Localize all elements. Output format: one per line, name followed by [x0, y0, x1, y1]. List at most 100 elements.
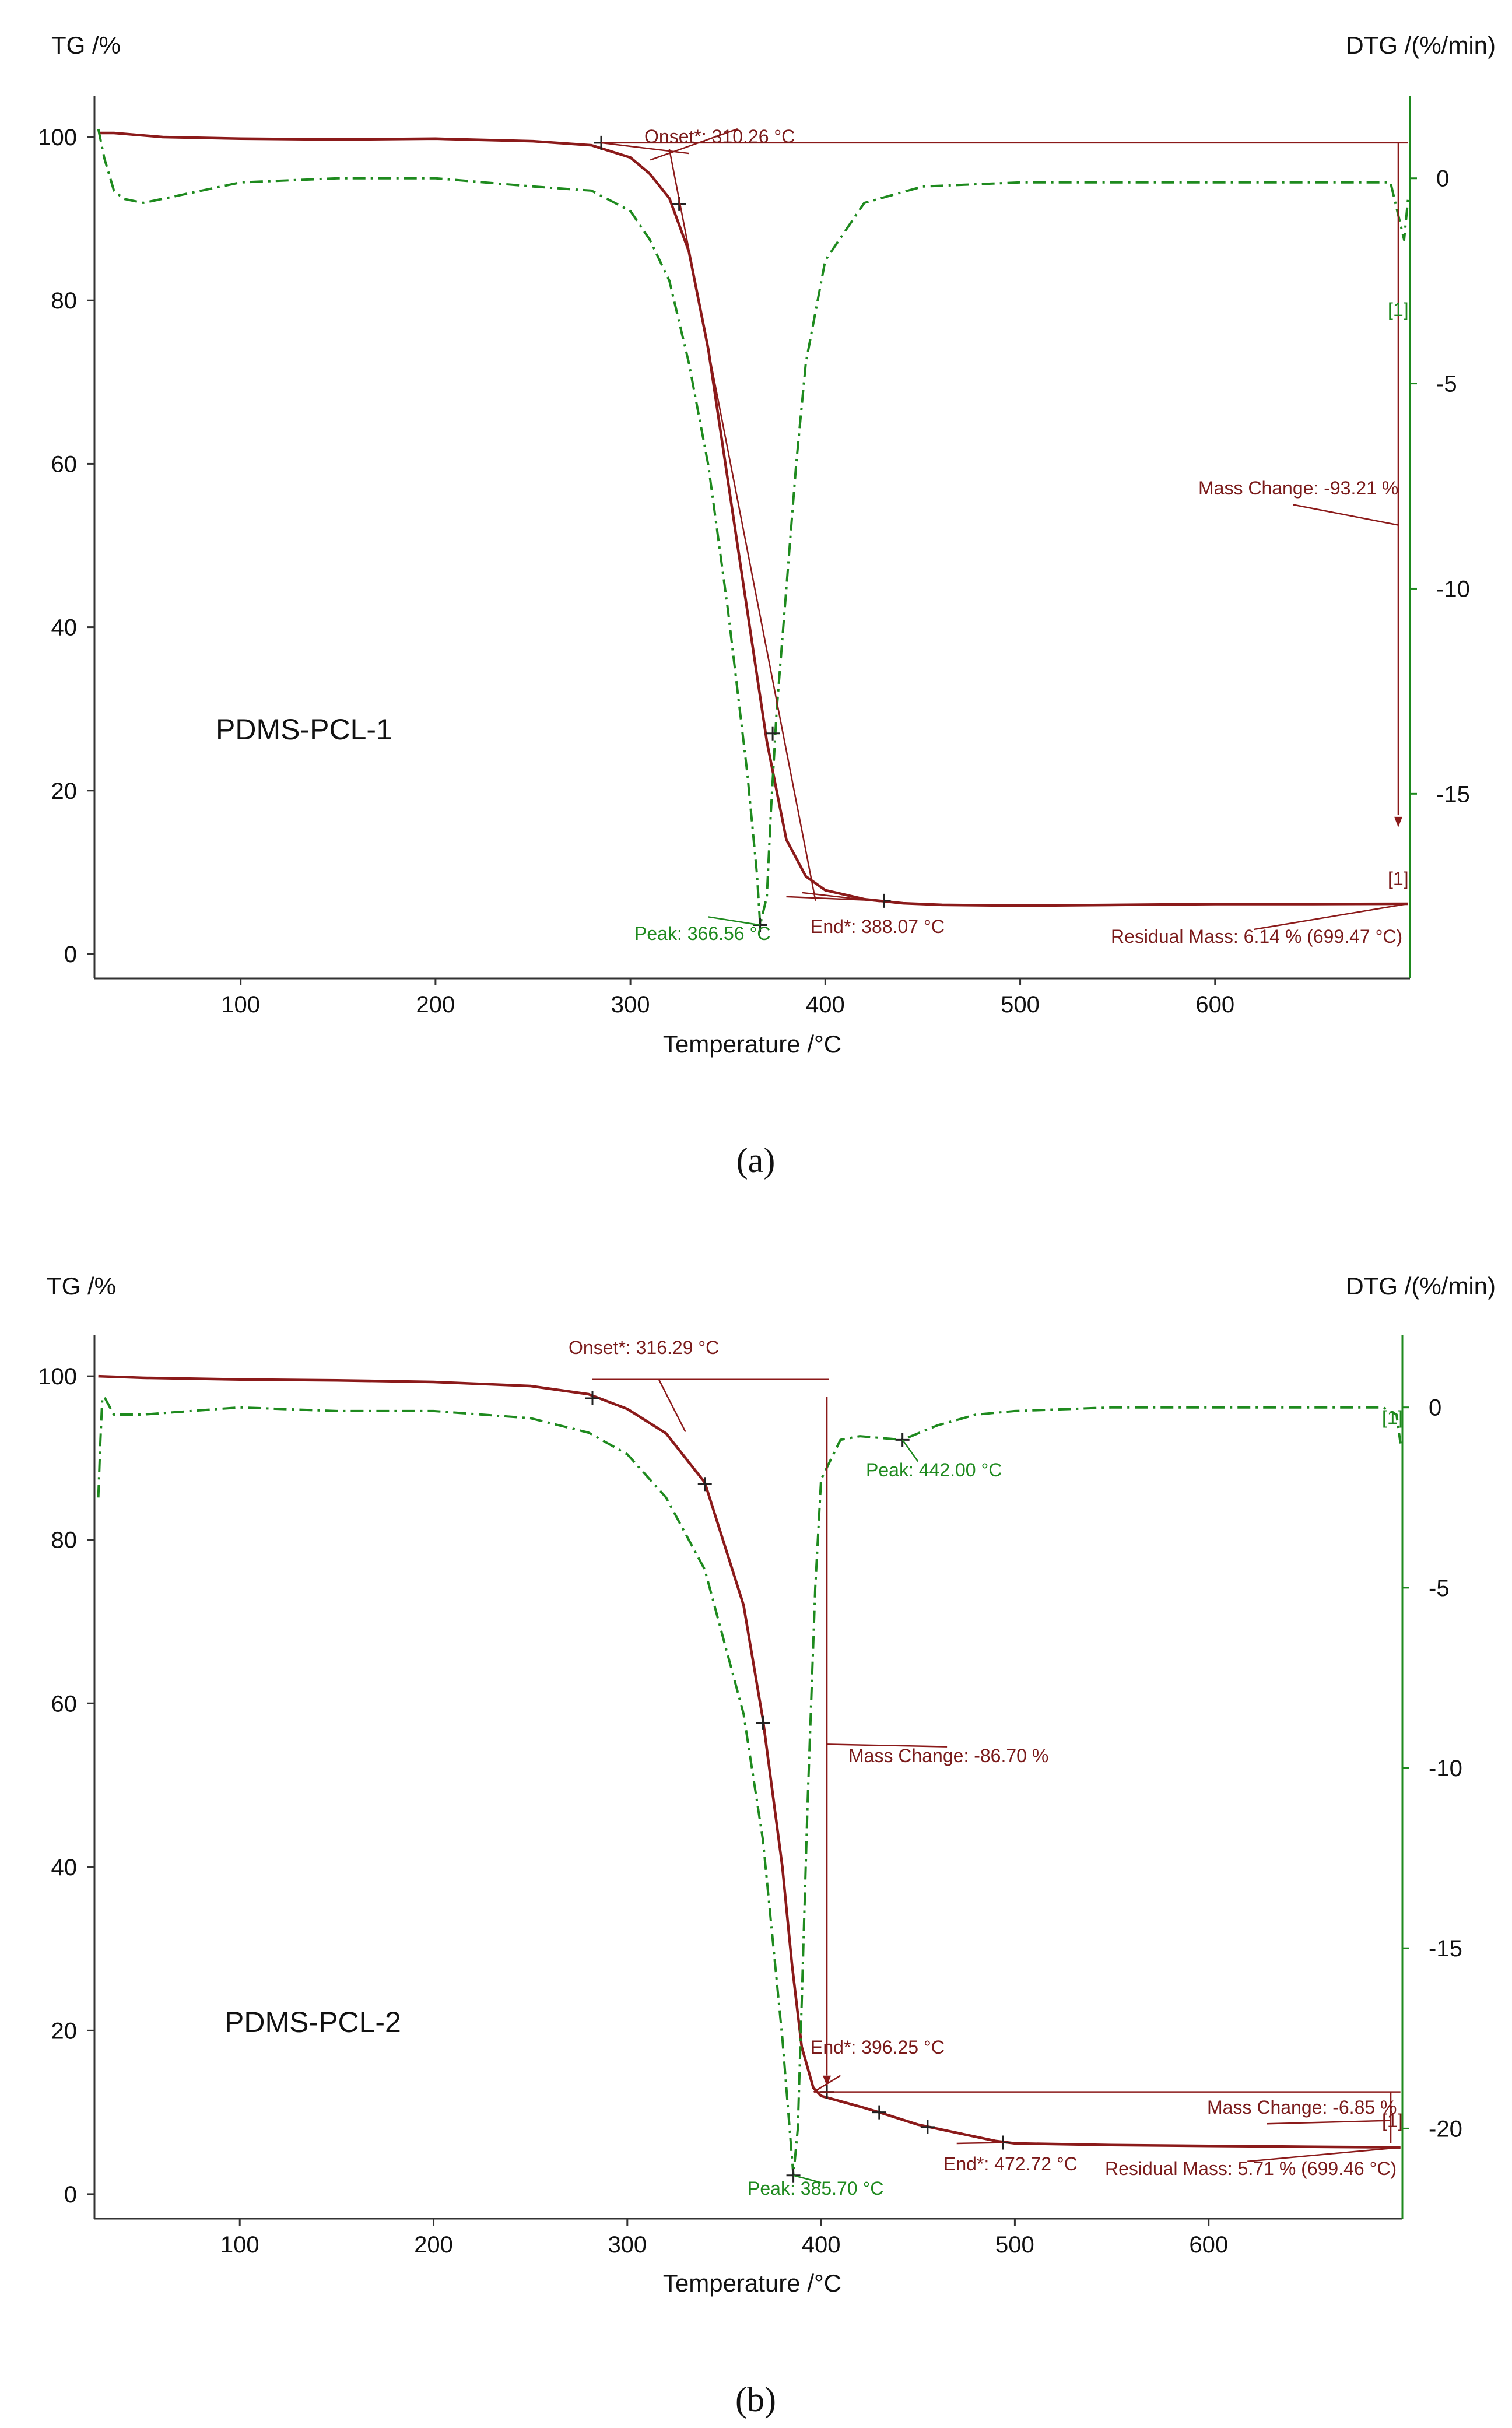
- panel-a-sample-label: PDMS-PCL-1: [216, 713, 392, 746]
- panel-b-x-tick-label: 600: [1189, 2232, 1228, 2258]
- panel-a-right-axis-title: DTG /(%/min): [1346, 31, 1496, 59]
- panel-b-mass-change2-leader: [1267, 2120, 1391, 2125]
- panel-a-mass-change-leader: [1293, 504, 1399, 526]
- panel-b-end-leader: [813, 2075, 841, 2093]
- panel-b-right-tick-label: -20: [1429, 2116, 1462, 2142]
- panel-a-end-leader: [802, 892, 880, 903]
- panel-a-right-tick-label: -15: [1436, 781, 1470, 807]
- panel-b-right-axis-ticks: 0 -5 -10 -15 -20: [1402, 1395, 1462, 2142]
- panel-a-caption: (a): [736, 1141, 776, 1180]
- panel-a-mass-change-label: Mass Change: -93.21 %: [1198, 478, 1398, 499]
- panel-a-left-axis-ticks: 0 20 40 60 80 100: [38, 125, 94, 967]
- panel-b-end2-label: End*: 472.72 °C: [943, 2153, 1078, 2174]
- panel-a-x-tick-label: 200: [416, 992, 455, 1017]
- panel-b-peak2-leader: [901, 1439, 919, 1462]
- panel-a-annotation-lines: [601, 128, 1408, 931]
- panel-b-left-tick-label: 60: [51, 1691, 78, 1717]
- panel-a-left-tick-label: 20: [51, 778, 78, 804]
- panel-a-onset-label: Onset*: 310.26 °C: [644, 126, 795, 147]
- panel-a-tg-marker: [766, 726, 780, 741]
- panel-b-x-tick-label: 100: [220, 2232, 259, 2258]
- panel-b-tg-marker: [697, 1477, 712, 1492]
- panel-a-tg-bracket-label: [1]: [1388, 868, 1409, 889]
- panel-b-right-tick-label: 0: [1429, 1395, 1441, 1421]
- panel-b-x-tick-label: 300: [608, 2232, 647, 2258]
- panel-b-onset-label: Onset*: 316.29 °C: [569, 1337, 719, 1358]
- panel-a-x-tick-label: 400: [806, 992, 845, 1017]
- panel-b-left-tick-label: 0: [64, 2182, 77, 2208]
- panel-a-left-tick-label: 40: [51, 615, 78, 641]
- panel-a-curves: [97, 128, 1409, 927]
- panel-b-annotation-lines: [592, 1378, 1401, 2184]
- panel-b-residual-leader: [1247, 2146, 1401, 2163]
- panel-b-tg-marker: [585, 1391, 599, 1406]
- panel-a-left-tick-label: 0: [64, 942, 77, 967]
- panel-a-right-tick-label: -5: [1436, 371, 1457, 397]
- panel-a-x-tick-label: 300: [611, 992, 650, 1017]
- panel-a-x-tick-label: 100: [221, 992, 260, 1017]
- panel-b-tg-marker: [872, 2105, 886, 2120]
- panel-a-tg-curve: [98, 131, 1408, 907]
- panel-a-peak-leader: [708, 916, 760, 926]
- panel-b-peak1-leader: [793, 2174, 822, 2184]
- panel-b-mass-change2-label: Mass Change: -6.85 %: [1207, 2097, 1397, 2118]
- panel-b-peak2-label: Peak: 442.00 °C: [866, 1459, 1002, 1480]
- panel-a-onset-label-leader: [650, 128, 738, 161]
- panel-b-left-tick-label: 20: [51, 2018, 78, 2044]
- panel-a-x-tick-label: 500: [1001, 992, 1040, 1017]
- panel-b-end1-label: End*: 396.25 °C: [811, 2037, 945, 2058]
- panel-a-inflection-tangent: [668, 149, 816, 901]
- panel-b-mass-change-label: Mass Change: -86.70 %: [848, 1745, 1048, 1766]
- panel-b-chart: TG /% DTG /(%/min) 0 20 40 60 80 100 0 -5 -10 -1…: [38, 1272, 1496, 2419]
- panel-b-left-tick-label: 40: [51, 1855, 78, 1880]
- panel-b-dtg-marker: [786, 2168, 801, 2183]
- panel-a-residual-leader: [1254, 903, 1408, 931]
- panel-b-right-tick-label: -10: [1429, 1756, 1462, 1781]
- panel-b-onset-leader: [658, 1379, 686, 1433]
- panel-b-peak1-label: Peak: 385.70 °C: [748, 2178, 883, 2199]
- panel-b-tg-marker: [920, 2120, 935, 2134]
- panel-a-residual-mass-label: Residual Mass: 6.14 % (699.47 °C): [1111, 926, 1402, 947]
- panel-a-chart: TG /% DTG /(%/min) 0 20 40 60 80 100 0 -5 -10 -1…: [38, 31, 1496, 1180]
- panel-b-x-axis-title: Temperature /°C: [663, 2269, 841, 2297]
- panel-a-left-tick-label: 100: [38, 125, 77, 150]
- panel-b-x-tick-label: 400: [802, 2232, 841, 2258]
- panel-b-right-axis-title: DTG /(%/min): [1346, 1272, 1496, 1300]
- panel-a-dtg-marker: [753, 918, 767, 932]
- panel-a-right-axis-ticks: 0 -5 -10 -15: [1410, 166, 1470, 807]
- panel-a-x-axis-title: Temperature /°C: [663, 1030, 841, 1058]
- panel-b-tg-bracket-label: [1]: [1382, 2110, 1403, 2131]
- panel-a-plot-frame: [93, 96, 1411, 980]
- panel-b-left-axis-title: TG /%: [47, 1272, 116, 1300]
- panel-a-mass-change-arrowhead: [1394, 816, 1402, 827]
- panel-b-mass-change-leader: [827, 1743, 948, 1748]
- panel-b-left-tick-label: 80: [51, 1528, 78, 1553]
- panel-a-right-tick-label: 0: [1436, 166, 1449, 192]
- panel-a-right-tick-label: -10: [1436, 576, 1470, 602]
- panel-b-right-tick-label: -5: [1429, 1576, 1450, 1601]
- panel-b-left-axis-ticks: 0 20 40 60 80 100: [38, 1364, 94, 2208]
- panel-b-caption: (b): [735, 2380, 776, 2419]
- panel-a-left-tick-label: 80: [51, 288, 78, 314]
- panel-b-right-tick-label: -15: [1429, 1936, 1462, 1962]
- panel-a-left-axis-title: TG /%: [51, 31, 121, 59]
- panel-b-x-axis-ticks: 100 200 300 400 500 600: [220, 2219, 1228, 2258]
- panel-b-plot-frame: [93, 1335, 1404, 2220]
- panel-b-mass-change-arrowhead: [823, 2075, 832, 2086]
- panel-b-dtg-bracket-label: [1]: [1382, 1407, 1403, 1428]
- panel-b-x-tick-label: 200: [414, 2232, 453, 2258]
- panel-b-residual-mass-label: Residual Mass: 5.71 % (699.46 °C): [1105, 2158, 1397, 2179]
- panel-a-left-tick-label: 60: [51, 451, 78, 477]
- panel-b-sample-label: PDMS-PCL-2: [224, 2006, 401, 2038]
- panel-a-end-label: End*: 388.07 °C: [811, 916, 945, 937]
- panel-a-x-axis-ticks: 100 200 300 400 500 600: [221, 978, 1234, 1017]
- panel-b-x-tick-label: 500: [995, 2232, 1034, 2258]
- panel-a-dtg-bracket-label: [1]: [1388, 299, 1409, 320]
- panel-a-x-tick-label: 600: [1195, 992, 1234, 1017]
- panel-a-peak-label: Peak: 366.56 °C: [634, 923, 770, 944]
- panel-a-dtg-curve: [97, 128, 1409, 927]
- panel-b-tg-marker: [756, 1715, 770, 1730]
- panel-b-left-tick-label: 100: [38, 1364, 77, 1390]
